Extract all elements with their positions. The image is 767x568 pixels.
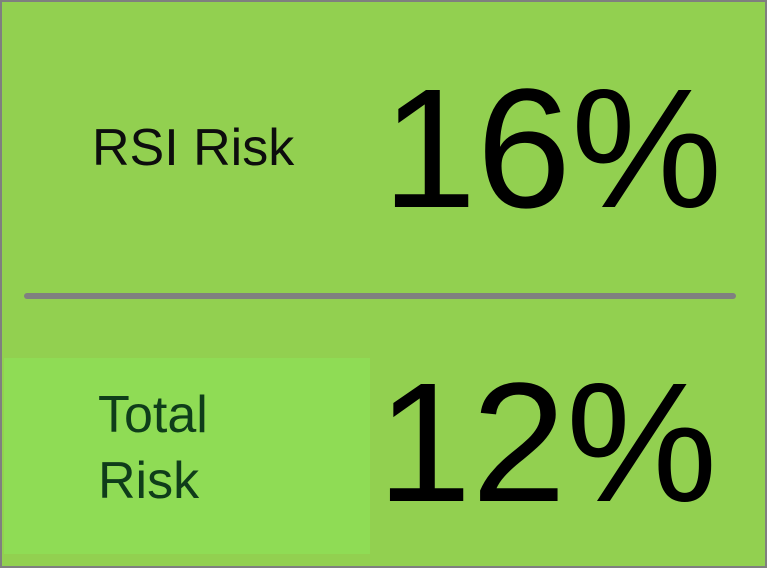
total-risk-label: Total Risk [98, 382, 318, 514]
total-risk-label-line-2: Risk [98, 452, 200, 510]
rsi-risk-label: RSI Risk [92, 119, 295, 177]
rsi-risk-value: 16% [382, 54, 723, 244]
section-divider [24, 293, 736, 299]
total-risk-label-line-1: Total [98, 386, 208, 444]
total-risk-value: 12% [377, 348, 718, 538]
total-risk-label-background [4, 358, 370, 554]
